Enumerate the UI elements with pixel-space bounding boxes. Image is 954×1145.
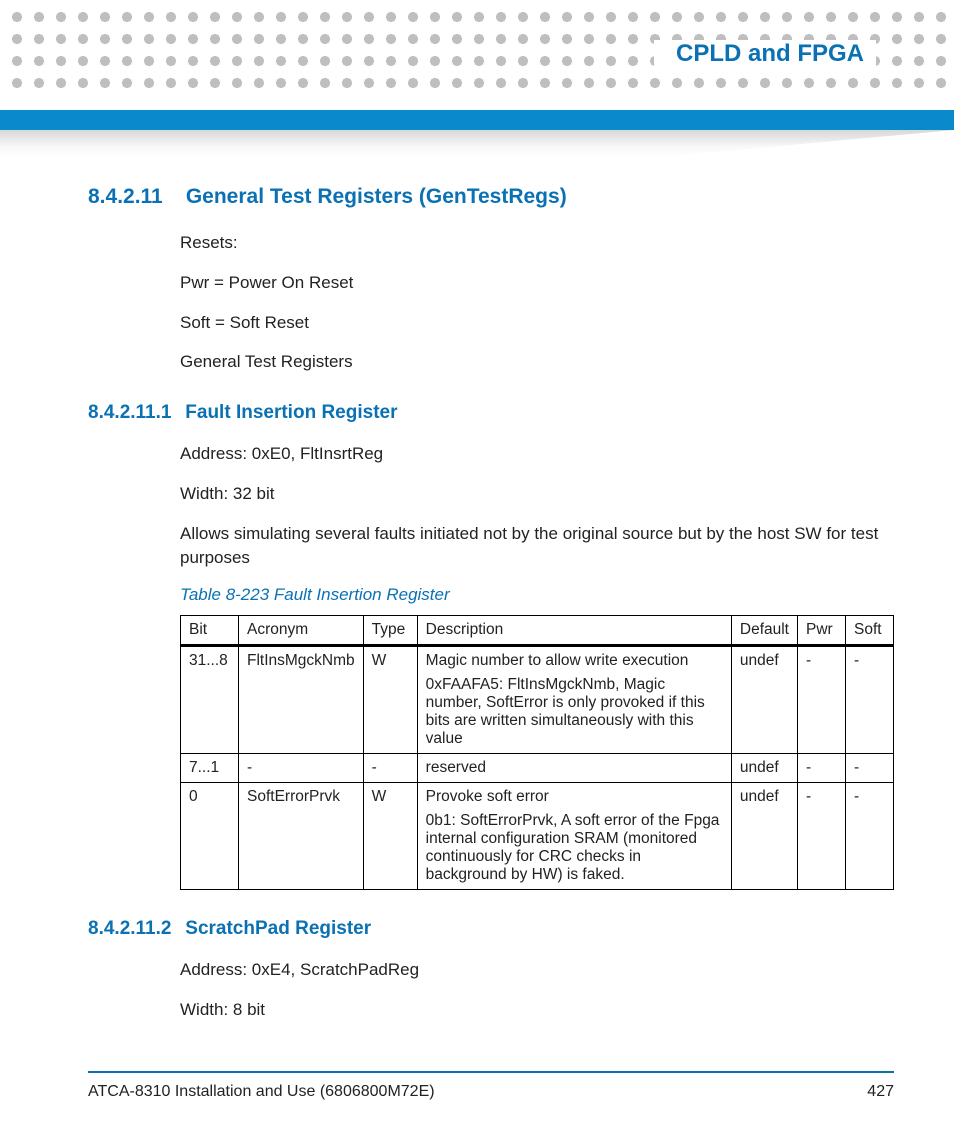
subsection-number: 8.4.2.11.2 (88, 918, 180, 940)
table-cell: - (363, 754, 417, 783)
chapter-title: CPLD and FPGA (654, 40, 876, 68)
table-row: 0SoftErrorPrvkWProvoke soft error0b1: So… (181, 783, 894, 890)
body-text: Allows simulating several faults initiat… (180, 522, 894, 570)
table-cell: 7...1 (181, 754, 239, 783)
col-header: Soft (846, 616, 894, 646)
body-text: Soft = Soft Reset (180, 311, 894, 335)
section-title: General Test Registers (GenTestRegs) (186, 185, 567, 208)
table-row: 31...8FltInsMgckNmbWMagic number to allo… (181, 646, 894, 754)
subsection-title: Fault Insertion Register (185, 402, 397, 423)
table-cell: 0 (181, 783, 239, 890)
table-cell: reserved (417, 754, 731, 783)
header-blue-bar (0, 110, 954, 130)
table-cell: FltInsMgckNmb (239, 646, 364, 754)
footer-page-number: 427 (867, 1083, 894, 1101)
table-cell: 31...8 (181, 646, 239, 754)
col-header: Pwr (798, 616, 846, 646)
table-header-row: Bit Acronym Type Description Default Pwr… (181, 616, 894, 646)
table-cell: Provoke soft error0b1: SoftErrorPrvk, A … (417, 783, 731, 890)
col-header: Acronym (239, 616, 364, 646)
table-cell: undef (731, 646, 797, 754)
table-cell: - (798, 646, 846, 754)
subsection-title: ScratchPad Register (185, 918, 371, 939)
table-cell: undef (731, 783, 797, 890)
table-body: 31...8FltInsMgckNmbWMagic number to allo… (181, 646, 894, 890)
section-number: 8.4.2.11 (88, 185, 180, 209)
table-cell: undef (731, 754, 797, 783)
table-cell: Magic number to allow write execution0xF… (417, 646, 731, 754)
col-header: Bit (181, 616, 239, 646)
table-cell: - (846, 754, 894, 783)
table-cell: - (798, 783, 846, 890)
col-header: Description (417, 616, 731, 646)
body-text: General Test Registers (180, 350, 894, 374)
fault-insertion-register-table: Bit Acronym Type Description Default Pwr… (180, 615, 894, 890)
table-row: 7...1--reservedundef-- (181, 754, 894, 783)
table-cell: - (798, 754, 846, 783)
table-cell: W (363, 783, 417, 890)
body-text: Width: 8 bit (180, 998, 894, 1022)
table-cell: - (846, 783, 894, 890)
body-text: Address: 0xE0, FltInsrtReg (180, 442, 894, 466)
footer-rule (88, 1071, 894, 1073)
subsection-heading: 8.4.2.11.1 Fault Insertion Register (88, 402, 894, 424)
subsection-number: 8.4.2.11.1 (88, 402, 180, 424)
table-cell: W (363, 646, 417, 754)
page-footer: ATCA-8310 Installation and Use (6806800M… (88, 1071, 894, 1101)
body-text: Resets: (180, 231, 894, 255)
table-cell: - (846, 646, 894, 754)
table-caption: Table 8-223 Fault Insertion Register (180, 585, 894, 605)
footer-doc-title: ATCA-8310 Installation and Use (6806800M… (88, 1083, 435, 1101)
table-cell: SoftErrorPrvk (239, 783, 364, 890)
section-heading: 8.4.2.11 General Test Registers (GenTest… (88, 185, 894, 209)
col-header: Type (363, 616, 417, 646)
header-shadow (0, 130, 954, 158)
subsection-heading: 8.4.2.11.2 ScratchPad Register (88, 918, 894, 940)
body-text: Address: 0xE4, ScratchPadReg (180, 958, 894, 982)
body-text: Pwr = Power On Reset (180, 271, 894, 295)
col-header: Default (731, 616, 797, 646)
body-text: Width: 32 bit (180, 482, 894, 506)
page-content: 8.4.2.11 General Test Registers (GenTest… (88, 185, 894, 1038)
table-cell: - (239, 754, 364, 783)
